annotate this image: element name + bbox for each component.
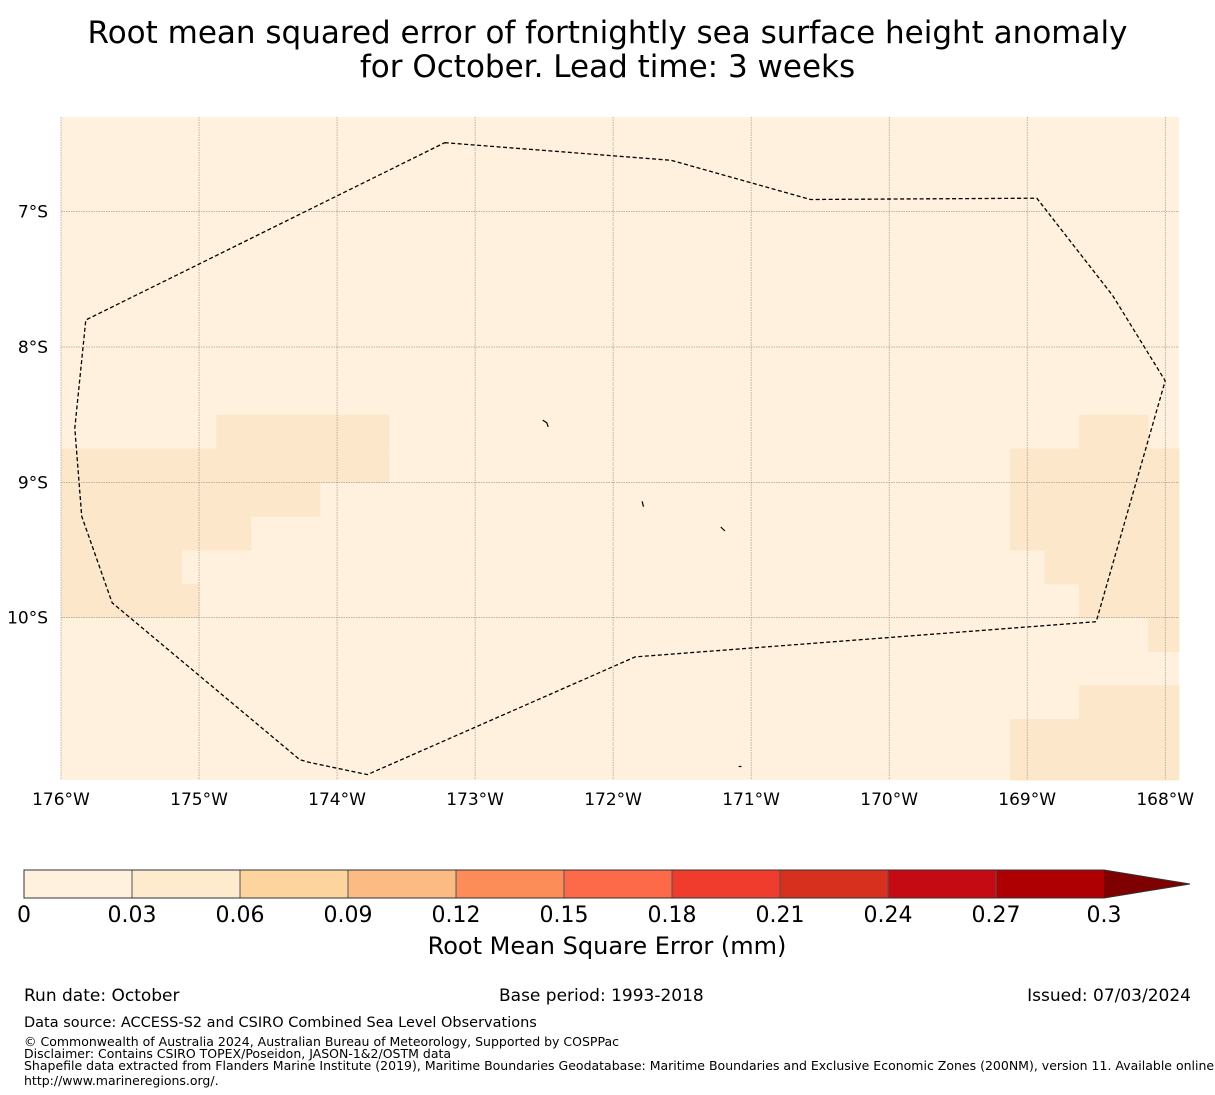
rmse-cell xyxy=(1009,719,1180,781)
rmse-cell xyxy=(61,549,183,585)
chart-title-line-2: for October. Lead time: 3 weeks xyxy=(359,49,856,85)
x-tick-label: 174°W xyxy=(308,790,366,810)
colorbar-segment xyxy=(240,870,348,898)
colorbar-segment xyxy=(564,870,672,898)
colorbar-tick-label: 0.21 xyxy=(756,903,805,928)
colorbar-tick-label: 0.24 xyxy=(864,903,913,928)
eez-boundary-line xyxy=(74,142,1166,776)
x-tick-label: 170°W xyxy=(860,790,918,810)
x-tick-label: 175°W xyxy=(170,790,228,810)
colorbar-segment xyxy=(888,870,996,898)
island-coastline xyxy=(641,501,645,507)
colorbar-segment xyxy=(24,870,132,898)
y-tick-label: 10°S xyxy=(7,609,48,629)
y-tick-label: 8°S xyxy=(18,338,48,358)
rmse-cell xyxy=(61,448,390,483)
x-tick-label: 169°W xyxy=(998,790,1056,810)
rmse-cell xyxy=(1078,414,1149,449)
rmse-cell xyxy=(61,516,252,551)
rmse-cell xyxy=(1009,448,1180,483)
colorbar-tick-label: 0.3 xyxy=(1087,903,1122,928)
disclaimer: Disclaimer: Contains CSIRO TOPEX/Poseido… xyxy=(24,1046,452,1061)
colorbar-label: Root Mean Square Error (mm) xyxy=(428,932,787,960)
data-source: Data source: ACCESS-S2 and CSIRO Combine… xyxy=(24,1015,537,1031)
rmse-cell xyxy=(61,583,200,619)
colorbar-segment xyxy=(672,870,780,898)
colorbar-tick-label: 0.09 xyxy=(324,903,373,928)
rmse-cell xyxy=(1147,617,1180,652)
copyright: © Commonwealth of Australia 2024, Austra… xyxy=(24,1034,619,1049)
shapefile-credit-line-2: http://www.marineregions.org/. xyxy=(24,1073,219,1088)
x-tick-label: 171°W xyxy=(722,790,780,810)
x-tick-label: 176°W xyxy=(32,790,90,810)
colorbar-outline xyxy=(23,869,1191,899)
colorbar: 0 0.03 0.06 0.09 0.12 0.15 0.18 0.21 0.24 0.27 0.3… xyxy=(17,869,1191,960)
colorbar-tick-label: 0.12 xyxy=(432,903,481,928)
rmse-cell xyxy=(1078,583,1180,619)
colorbar-segment xyxy=(456,870,564,898)
y-tick-label: 9°S xyxy=(18,473,48,493)
rmse-cell xyxy=(216,414,390,449)
colorbar-segment xyxy=(780,870,888,898)
x-tick-label: 173°W xyxy=(446,790,504,810)
colorbar-tick-label: 0.27 xyxy=(972,903,1021,928)
colorbar-tick-label: 0.03 xyxy=(108,903,157,928)
base-period: Base period: 1993-2018 xyxy=(499,986,704,1006)
x-tick-label: 168°W xyxy=(1136,790,1194,810)
shapefile-credit-line-1: Shapefile data extracted from Flanders M… xyxy=(24,1058,1215,1073)
island-coastline xyxy=(542,419,549,428)
chart-title-line-1: Root mean squared error of fortnightly s… xyxy=(87,15,1128,51)
colorbar-segment xyxy=(132,870,240,898)
island-coastline xyxy=(720,526,726,532)
colorbar-segment xyxy=(348,870,456,898)
issued-date: Issued: 07/03/2024 xyxy=(1027,986,1191,1006)
colorbar-tick-label: 0.06 xyxy=(216,903,265,928)
rmse-cell xyxy=(61,482,321,517)
colorbar-tick-label: 0 xyxy=(17,903,31,928)
run-date: Run date: October xyxy=(24,986,180,1006)
colorbar-tick-label: 0.18 xyxy=(648,903,697,928)
colorbar-extend-arrow xyxy=(1104,870,1190,898)
colorbar-tick-label: 0.15 xyxy=(540,903,589,928)
y-tick-label: 7°S xyxy=(18,203,48,223)
colorbar-segment xyxy=(996,870,1104,898)
x-tick-label: 172°W xyxy=(584,790,642,810)
map-panel: 176°W 175°W 174°W 173°W 172°W 171°W 170°W 169°W… xyxy=(7,117,1194,810)
rmse-cell xyxy=(1009,482,1180,551)
